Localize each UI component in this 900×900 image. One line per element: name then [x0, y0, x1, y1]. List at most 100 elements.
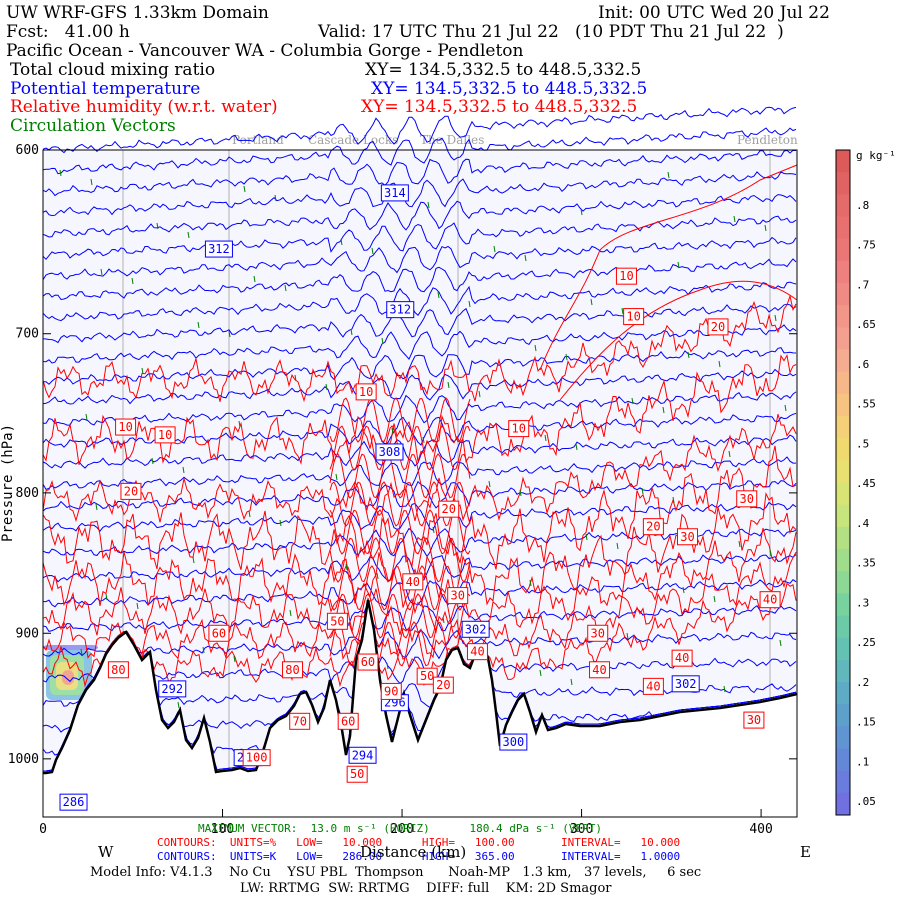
rh-contour-line [559, 280, 798, 401]
field-label-cloud: Total cloud mixing ratio [10, 60, 216, 80]
rh-contour-label-box [326, 612, 348, 630]
colorbar-swatch [836, 748, 850, 772]
circulation-vector [202, 646, 205, 654]
rh-contour-line [42, 551, 797, 661]
colorbar-swatch [836, 682, 850, 705]
rh-contour-label: 40 [763, 593, 777, 607]
circulation-vector [243, 185, 246, 193]
rh-contour-line [42, 413, 797, 523]
colorbar-label: .25 [856, 636, 876, 649]
theta-contour-line [42, 456, 796, 491]
rh-contour-label-box [508, 420, 530, 438]
rh-contour-label-box [402, 573, 424, 591]
circulation-vector [626, 632, 629, 640]
circulation-vector [524, 254, 527, 262]
circulation-vector [585, 533, 588, 541]
rh-contour-label-box [282, 661, 304, 679]
theta-contour-label: 302 [675, 677, 697, 691]
theta-contour-label: 312 [389, 303, 411, 317]
circulation-vector [723, 685, 726, 693]
circulation-vector [575, 443, 578, 451]
x-tick-label: 100 [211, 822, 234, 837]
rh-contour-label: 20 [436, 678, 450, 692]
rh-contour-label-box [242, 749, 271, 767]
colorbar-swatch [836, 416, 850, 439]
field-xy-rh: XY= 134.5,332.5 to 448.5,332.5 [361, 97, 638, 117]
rh-contour-label-box [107, 661, 129, 679]
rh-contour-label-box [416, 667, 438, 685]
terrain-fill [43, 600, 797, 817]
circulation-vector [621, 307, 624, 315]
rh-contour-label: 30 [450, 589, 464, 603]
model-title: UW WRF-GFS 1.33km Domain [6, 3, 269, 23]
rh-contour-label-box [289, 712, 311, 730]
theta-contour-label-box [671, 675, 700, 693]
colorbar-swatch [836, 482, 850, 506]
colorbar-swatch [836, 504, 850, 528]
y-tick-label: 700 [16, 327, 39, 342]
terrain-profile [43, 599, 798, 775]
colorbar-swatch [836, 260, 850, 284]
colorbar-label: .2 [856, 676, 869, 689]
rh-contour-line [539, 164, 798, 371]
circulation-vector [177, 701, 180, 709]
field-label-theta: Potential temperature [10, 79, 201, 99]
circulation-vector [616, 542, 619, 550]
rh-contour-label: 40 [592, 663, 606, 677]
circulation-vector [325, 383, 328, 391]
theta-contour-legend: CONTOURS: UNITS=K LOW= 286.00 HIGH= 365.… [157, 850, 681, 863]
colorbar-swatch [836, 305, 850, 328]
circulation-vector [90, 178, 93, 186]
circulation-vector [228, 330, 231, 338]
circulation-vector [641, 487, 644, 495]
theta-contour-line [42, 603, 797, 685]
rh-contour-label: 40 [646, 679, 660, 693]
circulation-vector [432, 526, 435, 534]
theta-contour-line [42, 527, 797, 558]
location-pendleton: Pendleton [737, 133, 798, 147]
rh-contour-line [329, 397, 471, 443]
colorbar-swatch [836, 216, 850, 240]
theta-contour-label: 312 [208, 242, 230, 256]
field-label-vectors: Circulation Vectors [10, 116, 176, 136]
rh-contour-label: 10 [158, 428, 172, 442]
y-tick-label: 800 [16, 486, 39, 501]
circulation-vector [570, 678, 573, 686]
colorbar-frame [835, 149, 851, 816]
rh-contour-label: 10 [619, 269, 633, 283]
rh-contour-label: 50 [350, 767, 364, 781]
west-label: W [98, 843, 114, 861]
rh-contour-line [329, 509, 471, 555]
circulation-vector [80, 648, 83, 656]
rh-contour-label: 40 [470, 645, 484, 659]
colorbar-swatch [836, 615, 850, 639]
rh-contour-label: 50 [330, 614, 344, 628]
circulation-vector [764, 224, 767, 232]
circulation-vector [345, 563, 348, 571]
circulation-vector [580, 208, 583, 216]
circulation-vector [238, 420, 241, 428]
colorbar-swatch [836, 770, 850, 794]
rh-contour-line [329, 537, 471, 583]
x-tick-label: 400 [749, 822, 772, 837]
forecast-hour: Fcst: 41.00 h [6, 22, 130, 42]
rh-contour-label-box [154, 426, 176, 444]
colorbar-swatch [836, 371, 850, 395]
rh-contour-line [42, 353, 797, 465]
rh-contour-label-box [736, 490, 758, 508]
circulation-vector [59, 169, 62, 177]
colorbar-label: .5 [856, 437, 869, 450]
theta-contour-label-box [59, 793, 88, 811]
location-portland: Portland [232, 133, 284, 147]
colorbar-label: .8 [856, 199, 869, 212]
rh-contour-label-box [380, 682, 402, 700]
circulation-vector [539, 669, 542, 677]
circulation-vector [590, 298, 593, 306]
circulation-vector [182, 466, 185, 474]
circulation-vector [687, 351, 690, 359]
rh-contour-label: 20 [441, 502, 455, 516]
rh-contour-label-box [115, 418, 137, 436]
circulation-vector [386, 662, 389, 670]
circulation-vector [284, 284, 287, 292]
colorbar-swatch [836, 659, 850, 683]
